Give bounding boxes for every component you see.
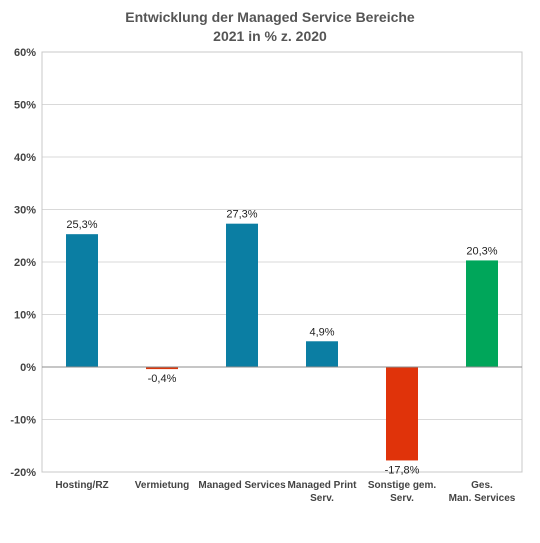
bar (226, 223, 258, 367)
chart-title-line-2: 2021 in % z. 2020 (213, 28, 327, 44)
x-tick-label: Sonstige gem. Serv. (368, 480, 437, 504)
y-tick-label: -20% (10, 467, 36, 479)
x-tick-label: Managed Services (198, 480, 286, 491)
y-tick-label: 10% (14, 310, 36, 322)
y-tick-label: 20% (14, 257, 36, 269)
plot-border (41, 51, 523, 473)
y-tick-label: 50% (14, 100, 36, 112)
data-label: -0,4% (148, 373, 177, 385)
data-label: 27,3% (226, 209, 257, 221)
x-tick-label: Hosting/RZ (55, 480, 108, 491)
data-label: 4,9% (309, 326, 334, 338)
x-tick-label: Managed Print Serv. (288, 480, 358, 504)
y-tick-label: 0% (20, 362, 36, 374)
bar (386, 367, 418, 461)
data-label: 25,3% (66, 219, 97, 231)
chart-title: Entwicklung der Managed Service Bereiche… (0, 8, 540, 46)
bar (466, 260, 498, 367)
x-tick-label: Vermietung (135, 480, 189, 491)
y-tick-label: 30% (14, 205, 36, 217)
y-tick-label: -10% (10, 415, 36, 427)
bar (306, 341, 338, 367)
x-tick-label: Ges. Man. Services (449, 480, 516, 504)
bar (66, 234, 98, 367)
bar (146, 367, 178, 370)
data-label: -17,8% (385, 464, 420, 476)
y-tick-label: 60% (14, 47, 36, 59)
y-tick-label: 40% (14, 152, 36, 164)
chart-title-line-1: Entwicklung der Managed Service Bereiche (125, 9, 415, 25)
data-label: 20,3% (466, 245, 497, 257)
